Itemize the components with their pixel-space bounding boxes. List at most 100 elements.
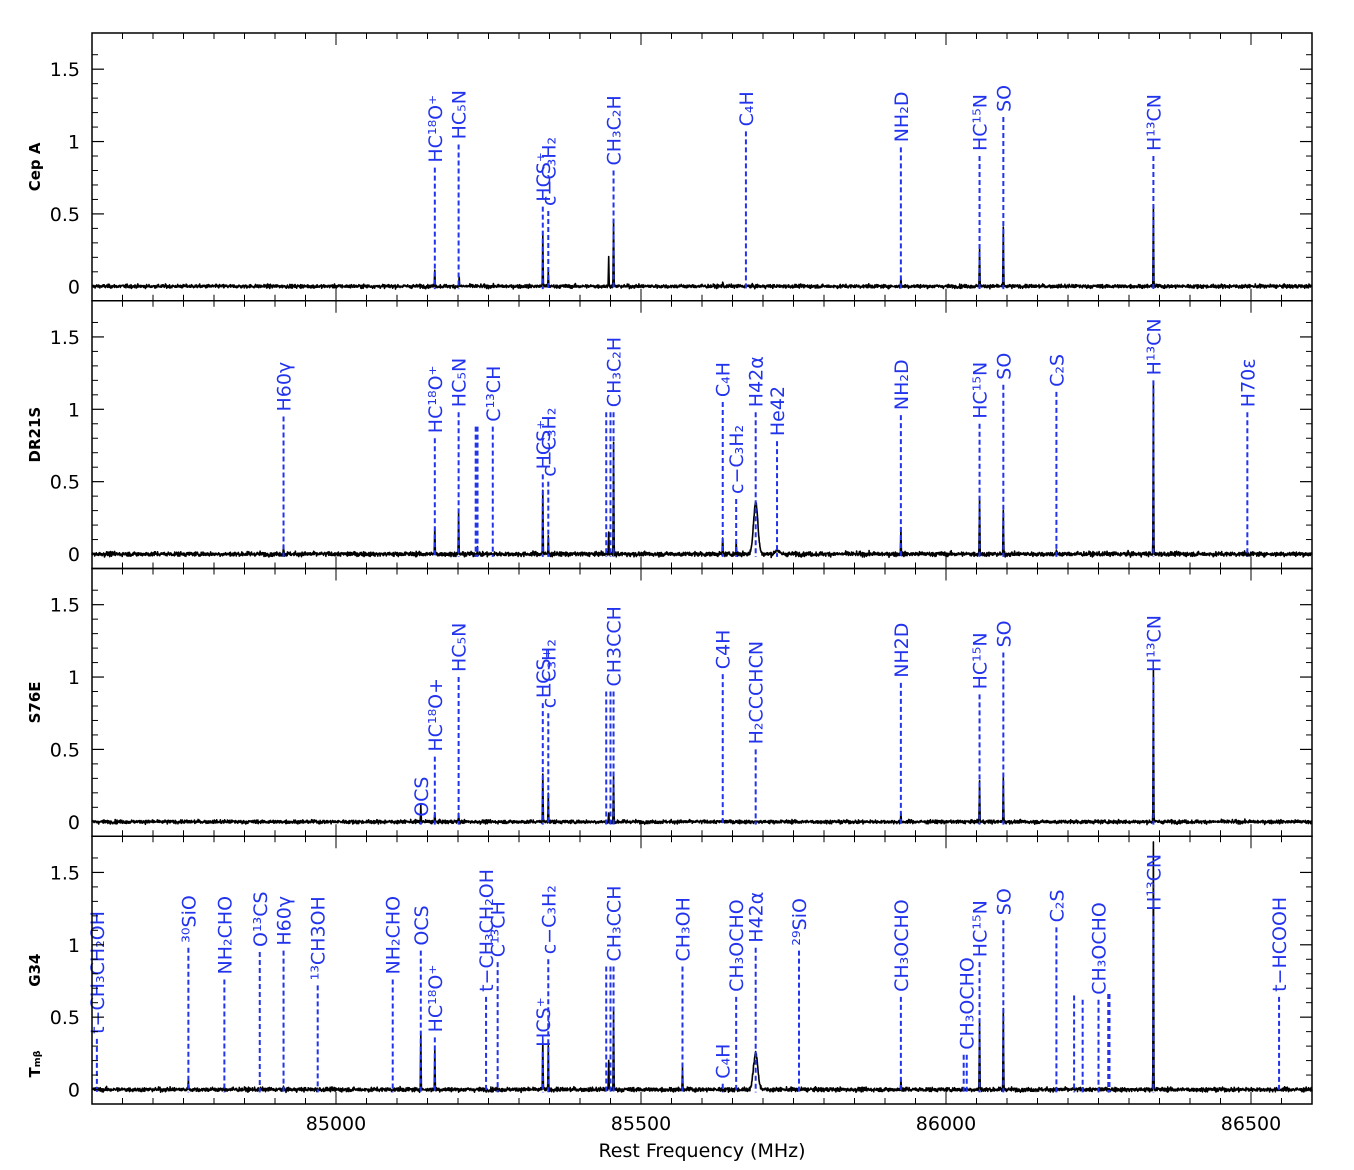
line-label-3-17: C₄H xyxy=(713,1044,735,1079)
line-label-0-9: H¹³CN xyxy=(1143,94,1165,151)
ytick-label-3-3: 1.5 xyxy=(50,862,80,884)
spectrum-line-0 xyxy=(91,205,1313,290)
line-label-1-2: HC₅N xyxy=(449,358,471,407)
xtick-label-2: 86000 xyxy=(916,1113,976,1135)
ytick-label-0-1: 0.5 xyxy=(50,204,80,226)
line-label-3-7: OCS xyxy=(411,905,433,945)
line-label-0-8: SO xyxy=(993,85,1015,112)
line-label-2-3: HCS₊ xyxy=(533,648,555,698)
line-label-3-32: H¹³CN xyxy=(1143,854,1165,911)
ytick-label-2-3: 1.5 xyxy=(50,595,80,617)
ytick-label-1-3: 1.5 xyxy=(50,327,80,349)
line-label-2-8: C4H xyxy=(713,630,735,670)
line-label-2-2: HC₅N xyxy=(449,623,471,672)
panel-frame-0 xyxy=(91,32,1313,302)
line-label-2-4: c−C₃H₂ xyxy=(538,639,560,708)
line-label-2-7: CH3CCH xyxy=(604,606,626,686)
line-label-0-3: c−C₃H₂ xyxy=(538,137,560,206)
line-label-3-18: CH₃OCHO xyxy=(726,899,748,992)
line-label-3-15: CH₃CCH xyxy=(604,886,626,962)
line-label-1-11: C₄H xyxy=(713,362,735,397)
xtick-label-1: 85500 xyxy=(611,1113,671,1135)
line-label-3-19: H42α xyxy=(746,892,768,943)
panel-name-1: DR21S xyxy=(26,407,44,463)
line-label-3-9: t−CH₃CH₂OH xyxy=(476,869,498,992)
line-label-3-24: HC¹⁵N xyxy=(970,900,992,957)
line-label-1-18: C₂S xyxy=(1046,354,1068,387)
y-axis-label: Tₘᵦ xyxy=(26,1050,44,1077)
line-label-0-6: NH₂D xyxy=(891,92,913,143)
line-label-3-2: NH₂CHO xyxy=(214,896,236,975)
ytick-label-0-3: 1.5 xyxy=(50,59,80,81)
ytick-label-0-2: 1 xyxy=(68,132,80,154)
line-label-1-13: H42α xyxy=(746,356,768,407)
line-label-1-20: H70ε xyxy=(1237,358,1259,407)
line-label-2-9: H₂CCCHCN xyxy=(746,641,768,744)
line-label-3-21: CH₃OCHO xyxy=(891,899,913,992)
line-label-3-20: ²⁹SiO xyxy=(789,898,811,946)
line-label-2-0: HC¹⁸O+ xyxy=(425,678,447,752)
line-label-3-3: O¹³CS xyxy=(250,891,272,947)
line-label-2-11: HC¹⁵N xyxy=(970,632,992,689)
ytick-label-1-0: 0 xyxy=(68,544,80,566)
ytick-label-0-0: 0 xyxy=(68,276,80,298)
line-label-1-7: c−C₃H₂ xyxy=(538,408,560,477)
line-label-1-17: SO xyxy=(993,353,1015,380)
xtick-label-3: 86500 xyxy=(1221,1113,1281,1135)
line-label-3-33: t−HCOOH xyxy=(1269,897,1291,992)
line-label-3-5: ¹³CH3OH xyxy=(308,896,330,980)
line-label-0-1: HC₅N xyxy=(449,90,471,139)
line-label-3-0: t−CH₃CH₂OH xyxy=(87,911,109,1034)
line-label-0-7: HC¹⁵N xyxy=(970,94,992,151)
ytick-label-2-0: 0 xyxy=(68,812,80,834)
line-label-1-6: HCS⁺ xyxy=(533,420,555,470)
line-label-3-1: ³⁰SiO xyxy=(178,895,200,943)
line-label-3-23: CH₃OCHO xyxy=(957,957,979,1050)
line-label-3-26: C₂S xyxy=(1046,889,1068,922)
line-label-1-0: H60γ xyxy=(274,362,296,412)
line-label-1-5: C¹³CH xyxy=(483,366,505,422)
line-label-0-5: C₄H xyxy=(736,91,758,126)
panel-frame-3 xyxy=(91,835,1313,1105)
ytick-label-1-2: 1 xyxy=(68,399,80,421)
panel-name-3: G34 xyxy=(26,954,44,987)
line-label-1-12: c−C₃H₂ xyxy=(726,425,748,494)
line-label-0-4: CH₃C₂H xyxy=(604,95,626,165)
line-label-3-6: NH₂CHO xyxy=(383,896,405,975)
line-label-0-2: HCS⁺ xyxy=(533,152,555,202)
line-label-1-14: He42 xyxy=(767,386,789,436)
line-label-3-16: CH₃OH xyxy=(673,897,695,961)
line-label-2-13: H¹³CN xyxy=(1143,615,1165,672)
x-axis-label: Rest Frequency (MHz) xyxy=(598,1140,805,1162)
line-label-3-8: HC¹⁸O⁺ xyxy=(425,965,447,1033)
line-label-1-19: H¹³CN xyxy=(1143,318,1165,375)
line-label-2-12: SO xyxy=(993,620,1015,647)
line-label-3-25: SO xyxy=(993,888,1015,915)
panel-frame-2 xyxy=(91,567,1313,837)
line-label-1-16: HC¹⁵N xyxy=(970,362,992,419)
line-label-1-10: CH₃C₂H xyxy=(604,337,626,407)
line-label-3-12: c−C₃H₂ xyxy=(538,885,560,954)
spectrum-line-3 xyxy=(91,841,1313,1094)
ytick-label-3-0: 0 xyxy=(68,1080,80,1102)
line-label-0-0: HC¹⁸O⁺ xyxy=(425,95,447,163)
panel-name-2: S76E xyxy=(26,681,44,723)
panel-name-0: Cep A xyxy=(26,142,44,191)
line-label-3-29: CH₃OCHO xyxy=(1089,902,1111,995)
line-label-1-1: HC¹⁸O⁺ xyxy=(425,365,447,433)
spectrum-line-1 xyxy=(91,382,1313,559)
line-label-3-11: HCS⁺ xyxy=(533,997,555,1047)
ytick-label-3-1: 0.5 xyxy=(50,1007,80,1029)
line-label-2-1: OCS xyxy=(411,777,433,817)
panel-frame-1 xyxy=(91,300,1313,570)
line-label-1-15: NH₂D xyxy=(891,359,913,410)
line-label-3-10: C¹³CH xyxy=(488,901,510,957)
ytick-label-1-1: 0.5 xyxy=(50,472,80,494)
ytick-label-2-2: 1 xyxy=(68,667,80,689)
line-label-3-4: H60γ xyxy=(274,896,296,946)
ytick-label-3-2: 1 xyxy=(68,935,80,957)
line-label-2-10: NH2D xyxy=(891,623,913,678)
xtick-label-0: 85000 xyxy=(306,1113,366,1135)
